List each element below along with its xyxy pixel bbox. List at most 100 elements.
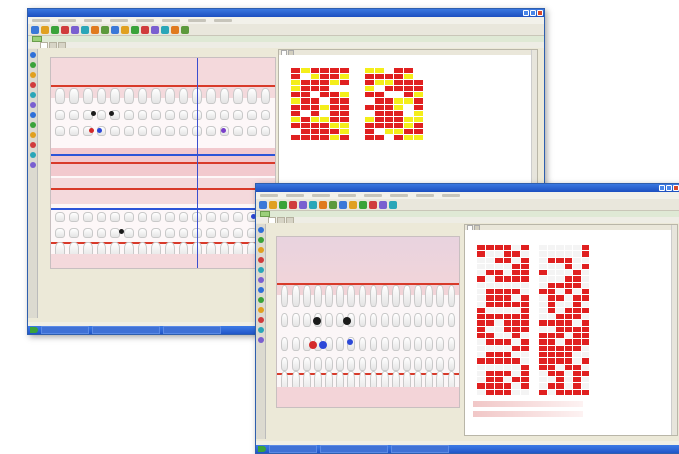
perio-cell[interactable]: [340, 86, 349, 92]
menu-item[interactable]: [416, 194, 434, 197]
perio-cell[interactable]: [556, 345, 564, 351]
tool-icon[interactable]: [29, 122, 36, 128]
perio-cell[interactable]: [581, 389, 589, 395]
print-icon[interactable]: [329, 200, 337, 209]
tooth[interactable]: [247, 126, 257, 136]
perio-cell[interactable]: [300, 134, 310, 140]
perio-cell[interactable]: [320, 116, 330, 122]
decay-mark[interactable]: [89, 128, 94, 133]
perio-cell[interactable]: [340, 98, 349, 104]
perio-cell[interactable]: [503, 270, 512, 276]
perio-cell[interactable]: [521, 263, 529, 270]
perio-cell[interactable]: [485, 320, 494, 326]
perio-cell[interactable]: [414, 122, 423, 128]
perio-cell[interactable]: [573, 364, 581, 370]
perio-cell[interactable]: [539, 389, 547, 395]
perio-cell[interactable]: [556, 320, 564, 326]
perio-cell[interactable]: [365, 122, 374, 128]
tooth[interactable]: [403, 285, 411, 307]
tooth[interactable]: [391, 357, 400, 371]
perio-cell[interactable]: [291, 116, 300, 122]
perio-cell[interactable]: [556, 301, 564, 307]
perio-cell[interactable]: [330, 110, 340, 116]
perio-cell[interactable]: [521, 289, 529, 295]
tooth[interactable]: [206, 110, 216, 120]
menu-item[interactable]: [58, 19, 76, 22]
perio-cell[interactable]: [521, 358, 529, 364]
perio-cell[interactable]: [547, 301, 555, 307]
perio-cell[interactable]: [485, 282, 494, 289]
patient-icon[interactable]: [121, 25, 129, 34]
perio-cell[interactable]: [374, 68, 384, 74]
perio-cell[interactable]: [485, 276, 494, 282]
panel-scrollbar[interactable]: [671, 225, 677, 435]
tooth[interactable]: [123, 212, 134, 222]
perio-cell[interactable]: [573, 377, 581, 383]
perio-cell[interactable]: [365, 128, 374, 134]
perio-cell[interactable]: [573, 320, 581, 326]
perio-cell[interactable]: [365, 68, 374, 74]
perio-cell[interactable]: [404, 86, 414, 92]
tooth[interactable]: [137, 228, 148, 238]
perio-cell[interactable]: [477, 389, 485, 395]
tooth[interactable]: [260, 126, 271, 136]
perio-cell[interactable]: [340, 92, 349, 98]
perio-cell[interactable]: [477, 301, 485, 307]
perio-cell[interactable]: [503, 339, 512, 345]
perio-cell[interactable]: [564, 301, 572, 307]
decay-mark[interactable]: [309, 341, 317, 349]
perio-cell[interactable]: [564, 377, 572, 383]
perio-cell[interactable]: [365, 134, 374, 140]
perio-cell[interactable]: [503, 364, 512, 370]
panel-tab-perio[interactable]: [281, 50, 287, 55]
perio-cell[interactable]: [404, 104, 414, 110]
perio-cell[interactable]: [365, 80, 374, 86]
perio-cell[interactable]: [404, 68, 414, 74]
perio-cell[interactable]: [414, 86, 423, 92]
perio-cell[interactable]: [414, 104, 423, 110]
perio-cell[interactable]: [485, 245, 494, 251]
tab-chart[interactable]: [40, 42, 48, 48]
perio-cell[interactable]: [573, 295, 581, 301]
minimize-button[interactable]: [659, 185, 665, 191]
perio-cell[interactable]: [521, 307, 529, 314]
perio-cell[interactable]: [547, 282, 555, 289]
perio-cell[interactable]: [320, 86, 330, 92]
perio-cell[interactable]: [547, 383, 555, 389]
perio-cell[interactable]: [365, 104, 374, 110]
settings-icon[interactable]: [369, 200, 377, 209]
tool-icon[interactable]: [29, 132, 36, 138]
perio-cell[interactable]: [503, 276, 512, 282]
tooth[interactable]: [233, 212, 244, 222]
perio-cell[interactable]: [547, 345, 555, 351]
perio-cell[interactable]: [494, 351, 503, 358]
perio-cell[interactable]: [521, 251, 529, 257]
perio-cell[interactable]: [547, 333, 555, 339]
print-icon[interactable]: [41, 25, 49, 34]
filling-mark[interactable]: [119, 229, 124, 234]
refresh-icon[interactable]: [299, 200, 307, 209]
perio-cell[interactable]: [547, 377, 555, 383]
perio-cell[interactable]: [547, 295, 555, 301]
perio-cell[interactable]: [477, 364, 485, 370]
tooth[interactable]: [96, 228, 107, 238]
tooth[interactable]: [151, 228, 161, 238]
perio-cell[interactable]: [512, 251, 521, 257]
perio-cell[interactable]: [564, 320, 572, 326]
tooth[interactable]: [151, 126, 161, 136]
save-icon[interactable]: [379, 200, 387, 209]
perio-cell[interactable]: [581, 276, 589, 282]
perio-cell[interactable]: [512, 245, 521, 251]
treatment-mark[interactable]: [347, 339, 353, 345]
perio-cell[interactable]: [512, 307, 521, 314]
perio-cell[interactable]: [414, 92, 423, 98]
tooth[interactable]: [164, 110, 175, 120]
perio-cell[interactable]: [414, 134, 423, 140]
tool-icon[interactable]: [29, 152, 36, 158]
perio-cell[interactable]: [404, 92, 414, 98]
perio-cell[interactable]: [414, 74, 423, 80]
perio-cell[interactable]: [394, 122, 404, 128]
perio-cell[interactable]: [564, 364, 572, 370]
perio-cell[interactable]: [494, 245, 503, 251]
perio-cell[interactable]: [573, 333, 581, 339]
